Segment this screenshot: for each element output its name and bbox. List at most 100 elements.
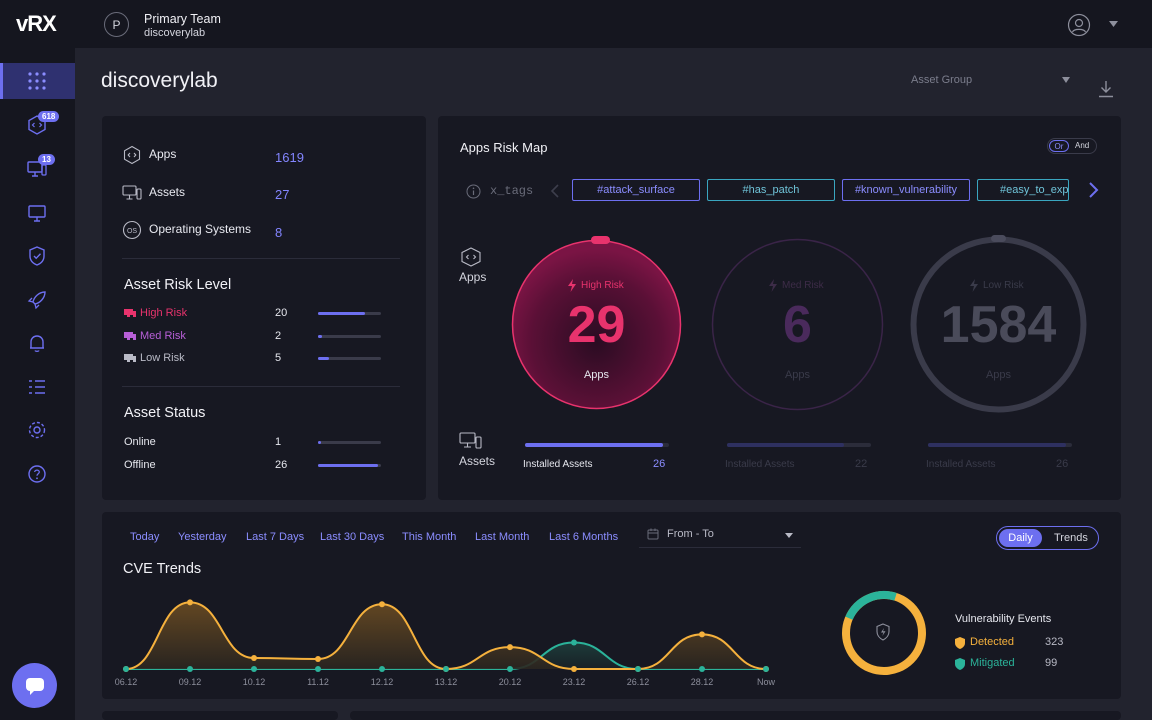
toggle-trends[interactable]: Trends <box>1054 532 1088 544</box>
list-icon[interactable] <box>26 376 48 398</box>
toggle-daily[interactable]: Daily <box>999 529 1042 547</box>
data-point-mitigated[interactable] <box>123 666 129 672</box>
data-point-mitigated[interactable] <box>187 666 193 672</box>
cve-filter-last-6-months[interactable]: Last 6 Months <box>549 531 619 543</box>
lightning-icon <box>769 279 777 292</box>
data-point-mitigated[interactable] <box>443 666 449 672</box>
chat-button[interactable] <box>12 663 57 708</box>
low-risk-label: Low Risk <box>983 280 1024 291</box>
user-menu-chevron-icon[interactable] <box>1109 21 1118 28</box>
asset-status-bar-fill <box>318 441 321 444</box>
info-icon[interactable] <box>466 184 481 199</box>
installed-assets-value[interactable]: 22 <box>855 458 868 470</box>
vuln-event-value: 323 <box>1045 636 1064 648</box>
tag-easy-to-exp[interactable]: #easy_to_exp <box>977 179 1069 201</box>
high-risk-gauge[interactable] <box>508 236 685 413</box>
chevron-left-icon[interactable] <box>550 183 560 199</box>
asset-risk-label[interactable]: High Risk <box>140 307 188 319</box>
vrx-logo[interactable]: vRX <box>16 11 57 36</box>
user-avatar-icon[interactable] <box>1067 13 1091 37</box>
date-range-picker[interactable]: From - To <box>639 524 801 548</box>
or-and-toggle[interactable]: Or And <box>1047 138 1097 154</box>
asset-risk-label[interactable]: Low Risk <box>140 352 185 364</box>
med-risk-label: Med Risk <box>782 280 824 291</box>
cve-filter-yesterday[interactable]: Yesterday <box>178 531 227 543</box>
help-icon[interactable] <box>26 463 48 485</box>
cve-filter-last-30-days[interactable]: Last 30 Days <box>320 531 385 543</box>
data-point-mitigated[interactable] <box>571 639 577 646</box>
shield-icon[interactable] <box>26 245 48 267</box>
divider <box>122 258 400 259</box>
med-risk-gauge[interactable] <box>710 237 885 412</box>
data-point-detected[interactable] <box>251 655 257 662</box>
installed-assets-bar-fill <box>928 443 1067 447</box>
page-title: discoverylab <box>101 69 218 92</box>
asset-status-label[interactable]: Online <box>124 436 156 448</box>
chevron-right-icon[interactable] <box>1087 181 1099 199</box>
monitor-icon[interactable] <box>26 202 48 224</box>
tags-label: x_tags <box>490 184 534 198</box>
cve-filter-last-month[interactable]: Last Month <box>475 531 530 543</box>
data-point-mitigated[interactable] <box>507 666 513 672</box>
data-point-detected[interactable] <box>699 631 705 638</box>
cve-filter-today[interactable]: Today <box>130 531 160 543</box>
team-name[interactable]: Primary Team <box>144 12 221 26</box>
toggle-and[interactable]: And <box>1075 141 1090 150</box>
low-risk-gauge[interactable] <box>908 234 1089 415</box>
data-point-mitigated[interactable] <box>379 666 385 672</box>
chat-icon <box>25 677 44 695</box>
divider <box>122 386 400 387</box>
data-point-mitigated[interactable] <box>763 666 769 672</box>
installed-assets-label: Installed Assets <box>523 459 593 470</box>
data-point-detected[interactable] <box>379 601 385 608</box>
vuln-event-label[interactable]: Mitigated <box>970 657 1015 669</box>
toggle-or[interactable]: Or <box>1049 140 1069 152</box>
data-point-mitigated[interactable] <box>635 666 641 672</box>
asset-status-bar-fill <box>318 463 379 467</box>
data-point-detected[interactable] <box>187 599 193 606</box>
summary-os-label: Operating Systems <box>149 222 252 236</box>
data-point-detected[interactable] <box>571 666 577 672</box>
data-point-mitigated[interactable] <box>699 666 705 672</box>
data-point-mitigated[interactable] <box>251 666 257 672</box>
asset-risk-bar <box>318 357 381 360</box>
summary-apps-value[interactable]: 1619 <box>275 150 304 165</box>
installed-assets-value[interactable]: 26 <box>1056 458 1069 470</box>
data-point-mitigated[interactable] <box>315 666 321 672</box>
gear-icon[interactable] <box>26 419 48 441</box>
rocket-icon[interactable] <box>26 289 48 311</box>
asset-status-label[interactable]: Offline <box>124 458 156 471</box>
asset-group-select[interactable]: Asset Group <box>905 68 1081 94</box>
cve-filter-this-month[interactable]: This Month <box>402 531 457 543</box>
cve-trends-card: Today Yesterday Last 7 Days Last 30 Days Thi… <box>102 512 1121 699</box>
bell-icon[interactable] <box>26 332 48 354</box>
tag-has-patch[interactable]: #has_patch <box>707 179 835 201</box>
installed-assets-label: Installed Assets <box>926 459 996 470</box>
grid-icon[interactable] <box>26 70 48 92</box>
low-risk-count[interactable]: 1584 <box>940 296 1057 354</box>
vuln-event-label[interactable]: Detected <box>970 636 1015 648</box>
series-line-detected[interactable] <box>125 601 767 671</box>
x-tick-label: 28.12 <box>691 677 714 687</box>
summary-assets-value[interactable]: 27 <box>275 187 290 202</box>
data-point-detected[interactable] <box>315 655 321 662</box>
high-risk-count[interactable]: 29 <box>567 296 626 354</box>
sidebar: vRX 618 13 <box>0 0 75 720</box>
tag-known-vulnerability[interactable]: #known_vulnerability <box>842 179 970 201</box>
assets-icon[interactable] <box>26 157 48 179</box>
shield-status-icon <box>955 658 965 670</box>
team-avatar[interactable]: P <box>104 12 129 37</box>
tag-attack-surface[interactable]: #attack_surface <box>572 179 700 201</box>
summary-os-value[interactable]: 8 <box>275 225 283 240</box>
asset-status-bar <box>318 441 381 444</box>
asset-risk-label[interactable]: Med Risk <box>140 329 186 342</box>
data-point-detected[interactable] <box>507 644 513 651</box>
cve-filter-last-7-days[interactable]: Last 7 Days <box>246 531 305 543</box>
daily-trends-toggle[interactable]: Daily Trends <box>996 526 1099 550</box>
installed-assets-value[interactable]: 26 <box>653 458 666 470</box>
vulnerability-donut[interactable] <box>840 589 928 677</box>
installed-assets-label: Installed Assets <box>725 459 795 470</box>
download-icon[interactable] <box>1098 80 1114 98</box>
med-risk-count[interactable]: 6 <box>783 296 812 354</box>
cve-trends-chart[interactable]: 06.12 09.12 10.12 11.12 12.12 13.12 20.12 23.12… <box>102 582 802 692</box>
